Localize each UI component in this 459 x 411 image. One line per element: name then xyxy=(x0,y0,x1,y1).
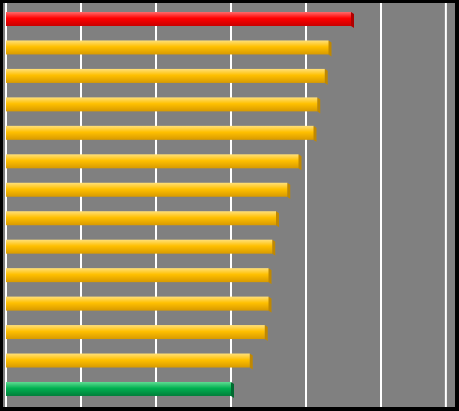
bar-1-side xyxy=(351,12,354,28)
bar-3-face xyxy=(6,68,325,83)
bar-7 xyxy=(6,182,291,199)
bar-8-side xyxy=(276,211,279,228)
bar-8 xyxy=(6,211,279,228)
bar-1-face xyxy=(6,12,351,26)
bar-1 xyxy=(6,12,354,28)
bar-6 xyxy=(6,154,302,171)
bar-14-side xyxy=(231,381,234,398)
bar-12 xyxy=(6,325,268,342)
bar-11 xyxy=(6,296,272,313)
bar-4-face xyxy=(6,97,318,112)
bar-11-side xyxy=(268,296,272,313)
bar-2-side xyxy=(328,40,332,57)
bar-10 xyxy=(6,268,272,285)
bar-4 xyxy=(6,97,321,114)
bar-2-face xyxy=(6,40,329,55)
bar-4-side xyxy=(317,97,321,114)
bar-5-face xyxy=(6,125,314,140)
bars-group xyxy=(6,12,354,398)
bar-6-side xyxy=(298,154,302,171)
bar-7-side xyxy=(287,182,291,199)
bar-5-side xyxy=(313,125,317,142)
bar-13 xyxy=(6,353,253,370)
bar-6-face xyxy=(6,154,299,169)
bar-8-face xyxy=(6,211,276,226)
bar-9-face xyxy=(6,239,273,254)
bar-10-side xyxy=(268,268,272,285)
bar-5 xyxy=(6,125,317,142)
bar-12-face xyxy=(6,325,265,340)
bar-14-face xyxy=(6,381,231,396)
bar-9 xyxy=(6,239,276,256)
bar-3 xyxy=(6,68,328,85)
bar-3-side xyxy=(324,68,328,85)
bar-9-side xyxy=(272,239,276,256)
bar-7-face xyxy=(6,182,288,197)
bar-12-side xyxy=(264,325,268,342)
bar-10-face xyxy=(6,268,269,283)
bar-14 xyxy=(6,381,234,398)
bar-11-face xyxy=(6,296,269,311)
plot-area xyxy=(3,3,455,407)
bar-13-side xyxy=(249,353,253,370)
bar-2 xyxy=(6,40,332,57)
bar-13-face xyxy=(6,353,250,368)
